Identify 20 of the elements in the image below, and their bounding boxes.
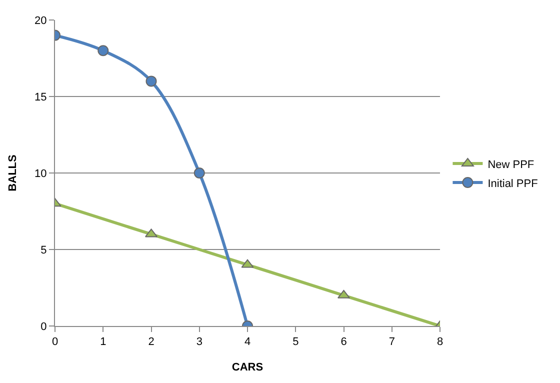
y-tick-label: 15 — [34, 91, 47, 104]
x-tick-label: 4 — [244, 336, 251, 348]
x-tick-label: 7 — [388, 336, 395, 348]
y-axis-title: BALLS — [7, 154, 20, 192]
y-tick-label: 0 — [40, 320, 47, 333]
x-tick-label: 8 — [436, 336, 444, 348]
legend-label: New PPF — [488, 158, 534, 171]
legend-label: Initial PPF — [488, 178, 538, 190]
y-tick-label: 20 — [34, 14, 47, 27]
y-tick-label: 5 — [40, 244, 47, 256]
x-tick-label: 2 — [148, 336, 154, 348]
y-tick-label: 10 — [34, 168, 47, 180]
x-tick-label: 5 — [292, 336, 299, 348]
x-tick-label: 1 — [100, 336, 106, 348]
x-tick-label: 6 — [340, 336, 347, 348]
x-tick-label: 3 — [196, 336, 202, 348]
point — [194, 168, 205, 178]
x-axis-title: CARS — [232, 361, 264, 374]
x-tick-label: 0 — [52, 336, 58, 348]
point — [146, 76, 157, 87]
